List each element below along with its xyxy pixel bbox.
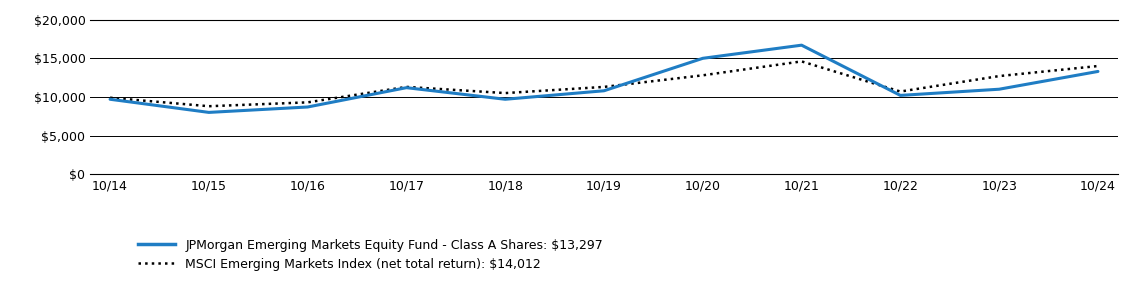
Legend: JPMorgan Emerging Markets Equity Fund - Class A Shares: $13,297, MSCI Emerging M: JPMorgan Emerging Markets Equity Fund - … bbox=[138, 239, 603, 271]
